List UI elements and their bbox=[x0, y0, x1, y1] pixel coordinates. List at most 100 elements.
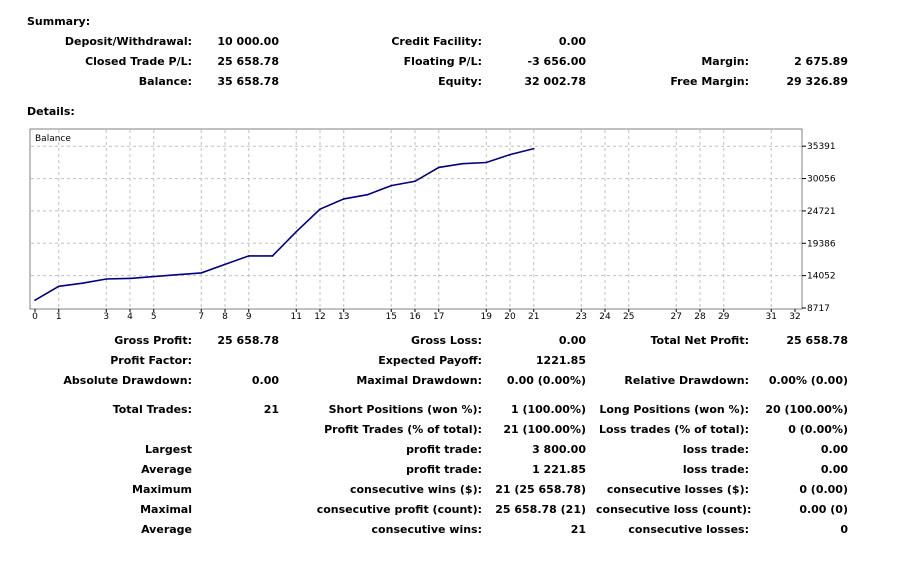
balance-point bbox=[295, 230, 298, 233]
gross-profit-label: Gross Profit: bbox=[114, 334, 192, 347]
balance-point bbox=[437, 166, 440, 169]
balance-point bbox=[390, 184, 393, 187]
x-tick-label: 7 bbox=[198, 312, 204, 322]
balance-series-line bbox=[34, 147, 534, 301]
average-loss-value: 0.00 bbox=[820, 463, 848, 476]
y-tick-label: 24721 bbox=[807, 207, 836, 217]
balance-point bbox=[342, 198, 345, 200]
maximal-consecutive-loss-label: consecutive loss (count): bbox=[596, 503, 752, 516]
x-tick-label: 20 bbox=[504, 312, 516, 322]
loss-trades-value: 0 (0.00%) bbox=[788, 423, 848, 436]
chart-axes: 0 1 3 4 5 7 8 9 11 12 13 15 16 17 19 20 21 23 24 25 27 28 29 31… bbox=[32, 142, 836, 322]
credit-value: 0.00 bbox=[558, 35, 586, 48]
margin-label: Margin: bbox=[701, 55, 749, 68]
maximal-consecutive-profit-label: consecutive profit (count): bbox=[316, 503, 482, 516]
relative-drawdown-value: 0.00% (0.00) bbox=[768, 374, 848, 387]
closed-pl-label: Closed Trade P/L: bbox=[85, 55, 192, 68]
balance-point bbox=[129, 277, 131, 280]
largest-label: Largest bbox=[145, 443, 192, 456]
x-tick-label: 17 bbox=[433, 312, 444, 322]
floating-pl-value: -3 656.00 bbox=[527, 55, 587, 68]
max-consecutive-losses-value: 0 (0.00) bbox=[799, 483, 848, 496]
x-tick-label: 27 bbox=[671, 312, 682, 322]
equity-label: Equity: bbox=[438, 75, 482, 88]
x-tick-label: 12 bbox=[314, 312, 325, 322]
gross-loss-label: Gross Loss: bbox=[411, 334, 482, 347]
expected-payoff-label: Expected Payoff: bbox=[378, 354, 482, 367]
average-profit-value: 1 221.85 bbox=[532, 463, 586, 476]
long-positions-label: Long Positions (won %): bbox=[599, 403, 749, 416]
profit-factor-label: Profit Factor: bbox=[110, 354, 192, 367]
total-net-profit-value: 25 658.78 bbox=[786, 334, 848, 347]
average-consecutive-label: Average bbox=[141, 523, 192, 536]
relative-drawdown-label: Relative Drawdown: bbox=[624, 374, 749, 387]
total-trades-value: 21 bbox=[263, 403, 279, 416]
maximal-consecutive-loss-value: 0.00 (0) bbox=[799, 503, 848, 516]
average-loss-label: loss trade: bbox=[682, 463, 749, 476]
absolute-drawdown-value: 0.00 bbox=[251, 374, 279, 387]
y-tick-label: 35391 bbox=[807, 142, 836, 152]
profit-trades-label: Profit Trades (% of total): bbox=[324, 423, 482, 436]
short-positions-value: 1 (100.00%) bbox=[510, 403, 586, 416]
free-margin-label: Free Margin: bbox=[670, 75, 749, 88]
x-tick-label: 21 bbox=[528, 312, 539, 322]
avg-consecutive-losses-value: 0 bbox=[840, 523, 848, 536]
deposit-value: 10 000.00 bbox=[217, 35, 279, 48]
average-label: Average bbox=[141, 463, 192, 476]
balance-point bbox=[319, 208, 321, 211]
floating-pl-label: Floating P/L: bbox=[403, 55, 482, 68]
x-tick-label: 32 bbox=[789, 312, 800, 322]
balance-point bbox=[200, 272, 203, 274]
avg-consecutive-losses-label: consecutive losses: bbox=[628, 523, 749, 536]
balance-point bbox=[34, 299, 36, 302]
x-tick-label: 24 bbox=[599, 312, 611, 322]
x-tick-label: 4 bbox=[127, 312, 133, 322]
balance-point bbox=[81, 282, 84, 285]
equity-value: 32 002.78 bbox=[524, 75, 586, 88]
maximal-consecutive-profit-value: 25 658.78 (21) bbox=[495, 503, 586, 516]
balance-series-points bbox=[34, 147, 535, 302]
avg-consecutive-wins-value: 21 bbox=[570, 523, 586, 536]
x-tick-label: 8 bbox=[222, 312, 228, 322]
free-margin-value: 29 326.89 bbox=[786, 75, 848, 88]
maximal-drawdown-label: Maximal Drawdown: bbox=[356, 374, 482, 387]
profit-trades-value: 21 (100.00%) bbox=[503, 423, 586, 436]
details-title: Details: bbox=[27, 105, 75, 118]
chart-title: Balance bbox=[35, 134, 71, 144]
x-tick-label: 5 bbox=[151, 312, 157, 322]
x-tick-label: 3 bbox=[103, 312, 109, 322]
balance-point bbox=[366, 193, 369, 196]
balance-point bbox=[247, 255, 250, 257]
short-positions-label: Short Positions (won %): bbox=[328, 403, 482, 416]
chart-frame bbox=[29, 128, 803, 310]
avg-consecutive-wins-label: consecutive wins: bbox=[371, 523, 482, 536]
x-tick-label: 19 bbox=[481, 312, 493, 322]
y-tick-label: 30056 bbox=[807, 175, 836, 185]
maximal-label: Maximal bbox=[140, 503, 192, 516]
balance-chart: Balance 0 1 3 4 5 7 8 9 11 12 13 15 16 17 19 20 21 23 24 25… bbox=[29, 128, 836, 322]
summary-title: Summary: bbox=[27, 15, 91, 28]
balance-point bbox=[176, 273, 179, 276]
y-tick-label: 19386 bbox=[807, 239, 836, 249]
balance-point bbox=[57, 285, 60, 288]
max-consecutive-wins-value: 21 (25 658.78) bbox=[495, 483, 586, 496]
balance-label: Balance: bbox=[138, 75, 192, 88]
long-positions-value: 20 (100.00%) bbox=[765, 403, 848, 416]
max-consecutive-losses-label: consecutive losses ($): bbox=[606, 483, 749, 496]
x-tick-label: 28 bbox=[694, 312, 706, 322]
credit-label: Credit Facility: bbox=[391, 35, 482, 48]
largest-profit-label: profit trade: bbox=[406, 443, 482, 456]
x-tick-label: 16 bbox=[409, 312, 421, 322]
y-tick-label: 14052 bbox=[807, 272, 836, 282]
balance-point bbox=[461, 162, 464, 165]
deposit-label: Deposit/Withdrawal: bbox=[64, 35, 192, 48]
total-trades-label: Total Trades: bbox=[112, 403, 192, 416]
balance-point bbox=[485, 161, 488, 164]
gross-loss-value: 0.00 bbox=[558, 334, 586, 347]
maximal-drawdown-value: 0.00 (0.00%) bbox=[506, 374, 586, 387]
average-profit-label: profit trade: bbox=[406, 463, 482, 476]
x-tick-label: 0 bbox=[32, 312, 38, 322]
largest-loss-label: loss trade: bbox=[682, 443, 749, 456]
closed-pl-value: 25 658.78 bbox=[217, 55, 279, 68]
expected-payoff-value: 1221.85 bbox=[535, 354, 586, 367]
